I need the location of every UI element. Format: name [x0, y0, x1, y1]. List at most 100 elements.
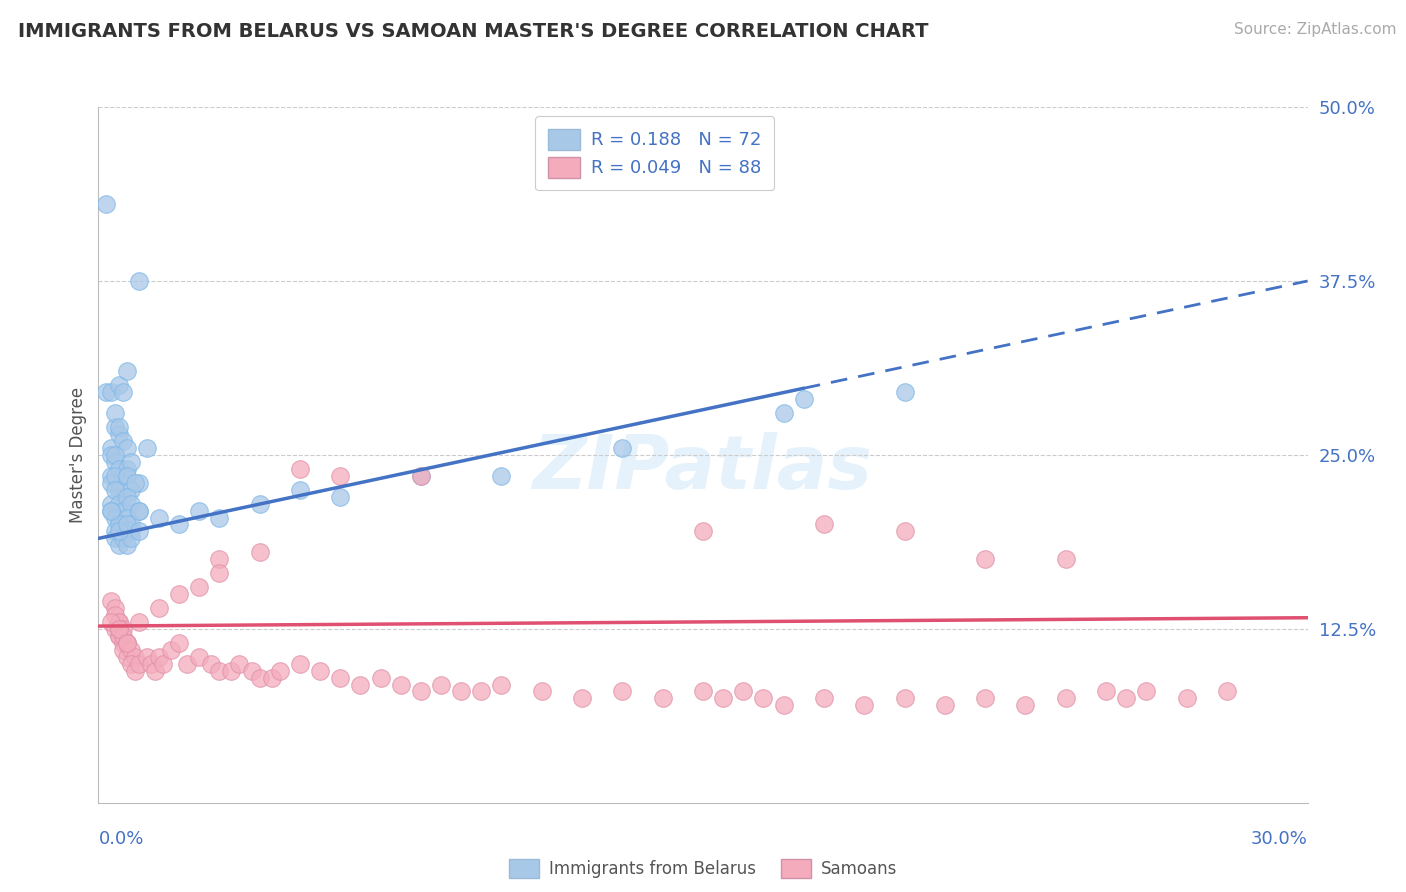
Point — [208, 566, 231, 581]
Point — [228, 657, 250, 671]
Point — [96, 385, 118, 400]
Point — [128, 475, 150, 490]
Point — [208, 552, 231, 566]
Point — [111, 642, 134, 657]
Point — [111, 434, 134, 448]
Point — [100, 385, 122, 400]
Point — [111, 629, 134, 643]
Point — [450, 684, 472, 698]
Point — [128, 615, 150, 629]
Point — [100, 475, 122, 490]
Point — [107, 629, 129, 643]
Point — [100, 497, 122, 511]
Point — [249, 671, 271, 685]
Point — [692, 524, 714, 539]
Point — [1115, 691, 1137, 706]
Point — [124, 664, 146, 678]
Point — [853, 698, 876, 713]
Text: 30.0%: 30.0% — [1251, 830, 1308, 847]
Text: ZIPatlas: ZIPatlas — [533, 433, 873, 506]
Point — [111, 490, 134, 504]
Point — [115, 636, 138, 650]
Point — [813, 517, 835, 532]
Point — [389, 677, 412, 691]
Point — [188, 649, 211, 664]
Point — [120, 497, 142, 511]
Point — [530, 684, 553, 698]
Point — [100, 441, 122, 455]
Point — [115, 636, 138, 650]
Point — [111, 636, 134, 650]
Point — [128, 657, 150, 671]
Point — [491, 677, 513, 691]
Point — [309, 664, 332, 678]
Text: IMMIGRANTS FROM BELARUS VS SAMOAN MASTER'S DEGREE CORRELATION CHART: IMMIGRANTS FROM BELARUS VS SAMOAN MASTER… — [18, 22, 929, 41]
Point — [1054, 691, 1077, 706]
Point — [107, 622, 129, 636]
Point — [167, 587, 190, 601]
Point — [772, 698, 794, 713]
Point — [148, 601, 170, 615]
Point — [208, 664, 231, 678]
Point — [1216, 684, 1239, 698]
Point — [288, 483, 311, 497]
Point — [115, 490, 138, 504]
Point — [651, 691, 673, 706]
Point — [288, 462, 311, 476]
Point — [115, 462, 138, 476]
Point — [470, 684, 492, 698]
Point — [893, 524, 915, 539]
Point — [103, 468, 125, 483]
Point — [1014, 698, 1036, 713]
Point — [200, 657, 222, 671]
Point — [111, 532, 134, 546]
Point — [188, 503, 211, 517]
Point — [100, 615, 122, 629]
Point — [711, 691, 734, 706]
Point — [1095, 684, 1118, 698]
Point — [111, 503, 134, 517]
Point — [793, 392, 815, 407]
Point — [96, 197, 118, 211]
Point — [103, 607, 125, 622]
Point — [128, 274, 150, 288]
Point — [100, 448, 122, 462]
Point — [288, 657, 311, 671]
Point — [107, 497, 129, 511]
Point — [107, 517, 129, 532]
Text: Source: ZipAtlas.com: Source: ZipAtlas.com — [1233, 22, 1396, 37]
Point — [128, 503, 150, 517]
Point — [103, 483, 125, 497]
Point — [115, 441, 138, 455]
Point — [974, 552, 997, 566]
Point — [120, 517, 142, 532]
Point — [103, 448, 125, 462]
Point — [115, 510, 138, 524]
Point — [120, 642, 142, 657]
Point — [160, 642, 183, 657]
Point — [772, 406, 794, 420]
Point — [120, 532, 142, 546]
Point — [974, 691, 997, 706]
Point — [167, 517, 190, 532]
Legend: Immigrants from Belarus, Samoans: Immigrants from Belarus, Samoans — [502, 853, 904, 885]
Point — [269, 664, 291, 678]
Point — [1135, 684, 1157, 698]
Point — [188, 580, 211, 594]
Point — [167, 636, 190, 650]
Point — [115, 524, 138, 539]
Point — [120, 657, 142, 671]
Point — [107, 538, 129, 552]
Point — [103, 510, 125, 524]
Point — [893, 691, 915, 706]
Point — [329, 671, 352, 685]
Point — [107, 629, 129, 643]
Point — [176, 657, 198, 671]
Point — [103, 455, 125, 469]
Point — [100, 594, 122, 608]
Point — [208, 510, 231, 524]
Point — [249, 497, 271, 511]
Point — [813, 691, 835, 706]
Point — [152, 657, 174, 671]
Point — [612, 441, 634, 455]
